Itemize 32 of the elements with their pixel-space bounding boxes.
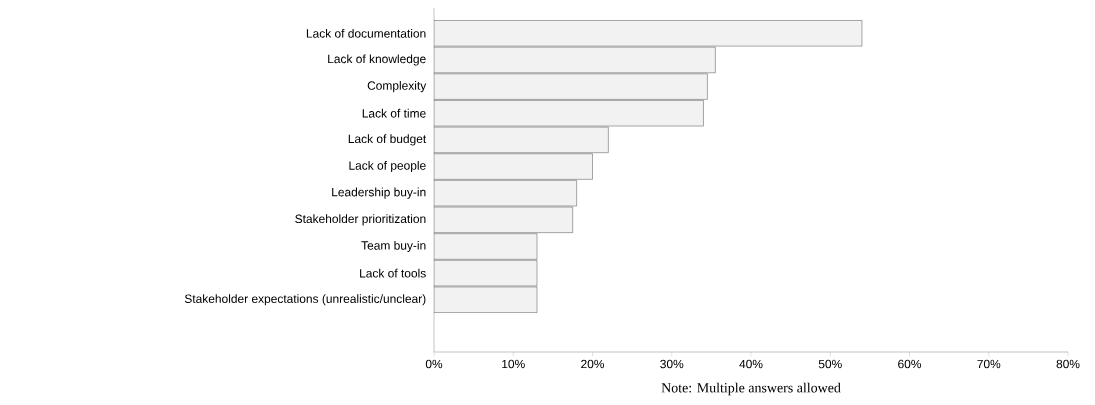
y-tick-label: Lack of budget [348, 134, 427, 146]
y-tick-label: Stakeholder prioritization [295, 214, 426, 226]
x-tick-label: 30% [660, 359, 684, 369]
x-tick-label: 50% [818, 359, 842, 369]
bar [434, 260, 538, 287]
y-tick-label: Lack of tools [360, 268, 426, 278]
bar [434, 153, 593, 180]
y-tick-label: Team buy-in [361, 240, 426, 253]
bar [434, 286, 538, 313]
bar [434, 46, 716, 73]
bar [434, 20, 863, 47]
x-tick-label: 40% [739, 359, 763, 369]
y-tick-label: Leadership buy-in [332, 187, 426, 199]
x-tick-label: 60% [898, 359, 922, 369]
bar [434, 126, 609, 153]
y-tick-label: Lack of knowledge [328, 54, 426, 66]
text: Note: Multiple answers allowed [661, 382, 841, 396]
y-tick-label: Lack of documentation [306, 28, 426, 38]
y-tick-label: Lack of time [362, 108, 426, 118]
bar [434, 233, 538, 260]
y-tick-label: Lack of people [349, 160, 426, 173]
bar [434, 100, 704, 127]
y-tick-label: Stakeholder expectations (unrealistic/unclear) [184, 294, 426, 306]
y-tick-label: Complexity [367, 81, 427, 93]
x-tick-label: 0% [425, 359, 443, 369]
x-tick-label: 70% [977, 359, 1001, 369]
bar [434, 180, 577, 207]
bar [434, 73, 708, 100]
x-tick-label: 20% [581, 359, 605, 369]
x-tick-label: 80% [1056, 359, 1080, 369]
x-tick-label: 10% [502, 359, 525, 369]
bar [434, 206, 573, 233]
